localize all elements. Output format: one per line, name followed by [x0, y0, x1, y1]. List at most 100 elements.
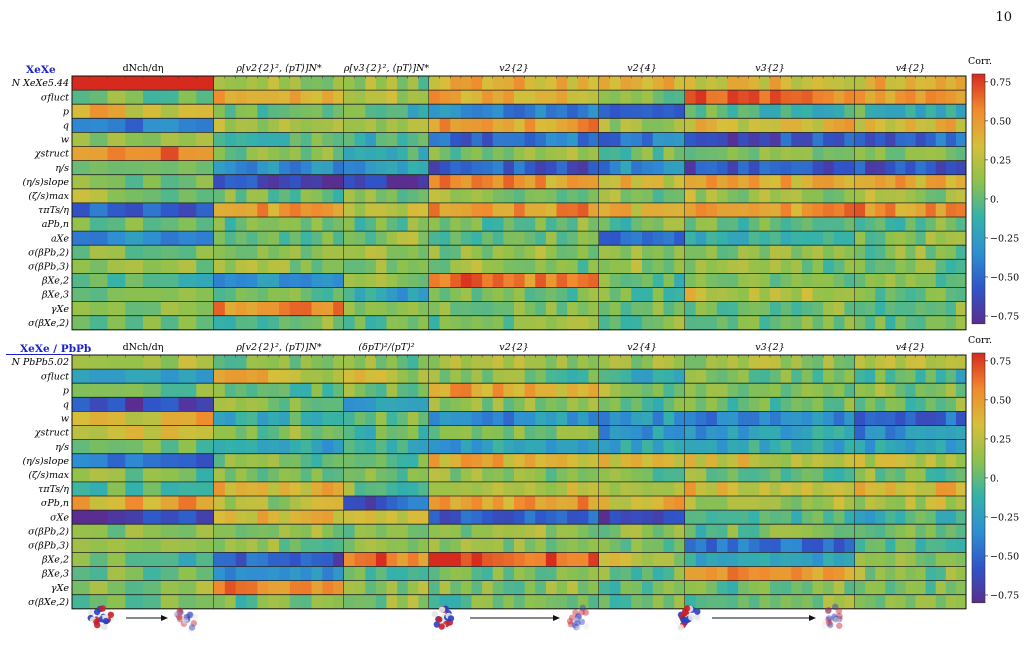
heatmap-cell: [727, 496, 739, 511]
heatmap-cell: [214, 369, 226, 384]
heatmap-cell: [407, 202, 419, 218]
heatmap-cell: [685, 425, 697, 440]
heatmap-cell: [344, 439, 356, 455]
heatmap-cell: [915, 273, 927, 288]
heatmap-cell: [706, 552, 718, 567]
heatmap-cell: [945, 552, 957, 567]
heatmap-cell: [609, 481, 621, 497]
heatmap-cell: [257, 425, 269, 440]
heatmap-cell: [895, 90, 906, 105]
heatmap-cell: [257, 118, 269, 133]
heatmap-cell: [770, 315, 782, 331]
heatmap-cell: [125, 467, 144, 483]
heatmap-cell: [107, 566, 126, 581]
heatmap-cell: [235, 355, 247, 370]
heatmap-cell: [567, 174, 579, 190]
heatmap-cell: [492, 383, 504, 398]
heatmap-cell: [895, 202, 906, 218]
heatmap-cell: [535, 383, 547, 398]
heatmap-cell: [322, 369, 334, 384]
heatmap-cell: [418, 245, 430, 260]
heatmap-cell: [748, 273, 760, 288]
heatmap-cell: [279, 355, 291, 370]
heatmap-cell: [354, 481, 366, 497]
heatmap-cell: [333, 481, 345, 497]
heatmap-cell: [482, 132, 494, 147]
heatmap-cell: [556, 217, 568, 232]
heatmap-cell: [354, 202, 366, 218]
heatmap-cell: [823, 217, 835, 232]
heatmap-cell: [289, 467, 302, 483]
heatmap-cell: [780, 118, 792, 133]
heatmap-cell: [935, 453, 947, 469]
heatmap-cell: [289, 245, 302, 260]
heatmap-cell: [652, 287, 664, 302]
heatmap-cell: [727, 245, 739, 260]
heatmap-cell: [738, 524, 750, 539]
heatmap-cell: [955, 160, 967, 176]
nucleon-dot: [190, 620, 197, 627]
heatmap-cell: [268, 160, 280, 176]
heatmap-cell: [257, 538, 269, 553]
heatmap-cell: [311, 411, 323, 426]
heatmap-cell: [780, 524, 792, 539]
heatmap-cell: [545, 188, 557, 204]
heatmap-cell: [865, 580, 876, 596]
heatmap-cell: [196, 425, 215, 440]
column-header: v4{2}: [896, 342, 926, 353]
heatmap-cell: [801, 118, 813, 133]
heatmap-cell: [780, 132, 792, 147]
heatmap-cell: [770, 425, 782, 440]
heatmap-cell: [895, 538, 906, 553]
heatmap-cell: [524, 481, 536, 497]
heatmap-cell: [716, 524, 728, 539]
heatmap-cell: [895, 411, 906, 426]
heatmap-cell: [492, 301, 504, 317]
heatmap-cell: [791, 566, 803, 581]
heatmap-cell: [652, 76, 664, 91]
heatmap-cell: [214, 245, 226, 260]
heatmap-cell: [535, 245, 547, 260]
heatmap-cell: [844, 231, 856, 246]
heatmap-cell: [738, 217, 750, 232]
heatmap-cell: [855, 118, 866, 133]
heatmap-cell: [125, 188, 144, 204]
heatmap-cell: [895, 453, 906, 469]
heatmap-cell: [780, 287, 792, 302]
colorbar-tick-label: 0.75: [990, 77, 1011, 88]
heatmap-cell: [503, 524, 515, 539]
heatmap-cell: [160, 552, 179, 567]
heatmap-cell: [823, 231, 835, 246]
heatmap-cell: [865, 481, 876, 497]
heatmap-cell: [279, 104, 291, 119]
heatmap-cell: [471, 146, 483, 161]
heatmap-cell: [365, 439, 377, 455]
heatmap-cell: [439, 369, 451, 384]
heatmap-cell: [577, 383, 589, 398]
heatmap-cell: [609, 594, 621, 610]
heatmap-cell: [178, 273, 197, 288]
heatmap-cell: [214, 160, 226, 176]
nucleon-dot: [575, 612, 582, 620]
heatmap-cell: [833, 383, 845, 398]
heatmap-cell: [706, 273, 718, 288]
heatmap-cell: [652, 132, 664, 147]
heatmap-cell: [214, 118, 226, 133]
panel-title: XeXe / PbPb: [20, 343, 91, 355]
heatmap-cell: [895, 467, 906, 483]
heatmap-cell: [925, 315, 937, 331]
heatmap-cell: [311, 566, 323, 581]
heatmap-cell: [577, 188, 589, 204]
heatmap-cell: [935, 90, 947, 105]
heatmap-cell: [354, 287, 366, 302]
heatmap-cell: [107, 510, 126, 525]
heatmap-cell: [556, 231, 568, 246]
heatmap-cell: [397, 552, 409, 567]
heatmap-cell: [386, 510, 398, 525]
heatmap-cell: [524, 411, 536, 426]
heatmap-cell: [706, 510, 718, 525]
heatmap-cell: [935, 245, 947, 260]
heatmap-cell: [791, 202, 803, 218]
heatmap-cell: [674, 259, 686, 274]
heatmap-cell: [214, 580, 226, 596]
